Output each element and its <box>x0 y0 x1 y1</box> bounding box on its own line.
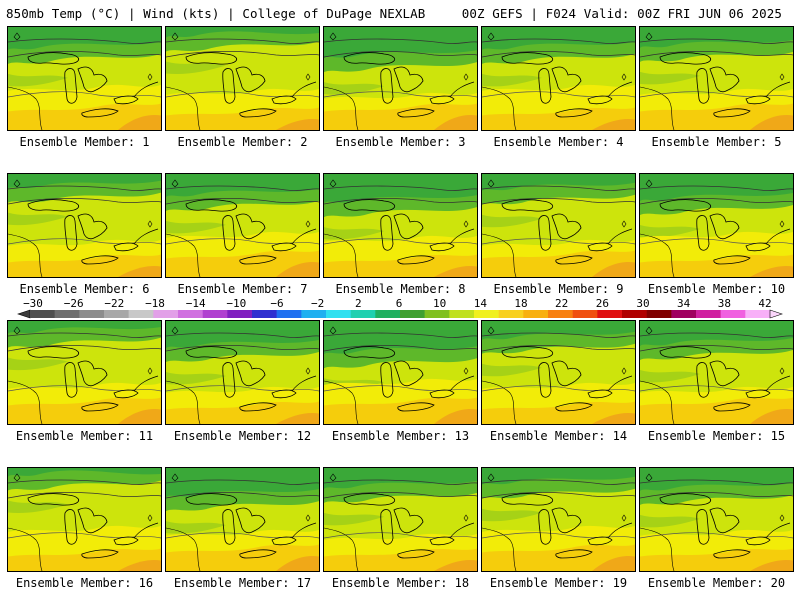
ensemble-member-label: Ensemble Member: 15 <box>647 429 786 443</box>
colorbar-tick-label: −26 <box>63 297 84 310</box>
ensemble-member-label: Ensemble Member: 8 <box>335 282 466 296</box>
ensemble-member-label: Ensemble Member: 4 <box>493 135 624 149</box>
colorbar-tick-label: 10 <box>433 297 447 310</box>
colorbar-bin <box>400 310 425 318</box>
ensemble-member-11-map <box>7 320 162 425</box>
ensemble-member-6-map <box>7 173 162 278</box>
ensemble-member-label: Ensemble Member: 3 <box>335 135 466 149</box>
colorbar-tick-label: 30 <box>636 297 650 310</box>
ensemble-member-12-map <box>165 320 320 425</box>
colorbar-tick-label: 14 <box>473 297 487 310</box>
colorbar-bin <box>30 310 55 318</box>
ensemble-member-label: Ensemble Member: 1 <box>19 135 150 149</box>
colorbar-bin <box>523 310 549 318</box>
ensemble-member-1-map <box>7 26 162 131</box>
ensemble-member-20-map <box>639 467 794 572</box>
ensemble-member-18-map <box>323 467 478 572</box>
colorbar-bin <box>276 310 302 318</box>
colorbar-bin <box>572 310 598 318</box>
ensemble-member-label: Ensemble Member: 10 <box>647 282 786 296</box>
ensemble-member-label: Ensemble Member: 14 <box>489 429 628 443</box>
ensemble-member-label: Ensemble Member: 7 <box>177 282 308 296</box>
ensemble-member-label: Ensemble Member: 16 <box>15 576 154 590</box>
ensemble-member-4-map <box>481 26 636 131</box>
colorbar-bin <box>449 310 475 318</box>
colorbar-tick-label: −10 <box>226 297 247 310</box>
colorbar-tick-label: −2 <box>311 297 325 310</box>
ensemble-member-label: Ensemble Member: 12 <box>173 429 312 443</box>
colorbar-bin <box>252 310 277 318</box>
colorbar-tick-label: 2 <box>355 297 362 310</box>
colorbar-tick-label: 26 <box>595 297 609 310</box>
colorbar-high-arrow <box>769 309 783 319</box>
colorbar-bin <box>128 310 154 318</box>
colorbar-tick-label: −30 <box>23 297 43 310</box>
ensemble-member-17-map <box>165 467 320 572</box>
colorbar-bin <box>720 310 746 318</box>
ensemble-member-5-map <box>639 26 794 131</box>
colorbar-bin <box>375 310 401 318</box>
colorbar-bin <box>498 310 524 318</box>
ensemble-member-label: Ensemble Member: 2 <box>177 135 308 149</box>
colorbar-bin <box>597 310 623 318</box>
colorbar-tick-label: −6 <box>270 297 284 310</box>
ensemble-member-label: Ensemble Member: 6 <box>19 282 150 296</box>
colorbar-bin <box>153 310 179 318</box>
colorbar-bin <box>671 310 697 318</box>
colorbar-bin <box>227 310 253 318</box>
colorbar-tick-label: 42 <box>758 297 772 310</box>
colorbar-tick-label: 38 <box>717 297 731 310</box>
colorbar-bin <box>104 310 129 318</box>
ensemble-member-label: Ensemble Member: 18 <box>331 576 470 590</box>
ensemble-member-label: Ensemble Member: 19 <box>489 576 628 590</box>
ensemble-member-label: Ensemble Member: 11 <box>15 429 154 443</box>
colorbar-tick-label: −22 <box>104 297 125 310</box>
colorbar-bin <box>350 310 376 318</box>
colorbar-bin <box>745 310 771 318</box>
ensemble-member-19-map <box>481 467 636 572</box>
colorbar-tick-label: 22 <box>555 297 569 310</box>
colorbar-bin <box>79 310 105 318</box>
ensemble-member-label: Ensemble Member: 9 <box>493 282 624 296</box>
colorbar-tick-label: 34 <box>677 297 691 310</box>
ensemble-member-2-map <box>165 26 320 131</box>
ensemble-member-label: Ensemble Member: 20 <box>647 576 786 590</box>
ensemble-member-7-map <box>165 173 320 278</box>
colorbar-bin <box>548 310 573 318</box>
colorbar-bin <box>202 310 228 318</box>
run-valid-time: 00Z GEFS | F024 Valid: 00Z FRI JUN 06 20… <box>461 6 782 21</box>
ensemble-member-label: Ensemble Member: 13 <box>331 429 470 443</box>
colorbar-bin <box>178 310 203 318</box>
colorbar-bin <box>54 310 80 318</box>
colorbar-bin <box>646 310 672 318</box>
ensemble-member-13-map <box>323 320 478 425</box>
ensemble-member-8-map <box>323 173 478 278</box>
ensemble-member-label: Ensemble Member: 5 <box>651 135 782 149</box>
colorbar-tick-label: −18 <box>145 297 165 310</box>
ensemble-member-16-map <box>7 467 162 572</box>
ensemble-member-10-map <box>639 173 794 278</box>
ensemble-member-14-map <box>481 320 636 425</box>
ensemble-member-9-map <box>481 173 636 278</box>
colorbar-bin <box>301 310 327 318</box>
colorbar-tick-label: 6 <box>395 297 403 310</box>
ensemble-member-label: Ensemble Member: 17 <box>173 576 312 590</box>
colorbar-bin <box>474 310 499 318</box>
temperature-colorbar <box>17 309 783 319</box>
ensemble-member-15-map <box>639 320 794 425</box>
colorbar-bin <box>622 310 647 318</box>
colorbar-tick-label: −14 <box>185 297 206 310</box>
colorbar-bin <box>424 310 450 318</box>
colorbar-tick-label: 18 <box>514 297 528 310</box>
map-title: 850mb Temp (°C) | Wind (kts) | College o… <box>6 6 426 21</box>
colorbar-bin <box>696 310 721 318</box>
colorbar-bin <box>326 310 351 318</box>
ensemble-member-3-map <box>323 26 478 131</box>
colorbar-low-arrow <box>17 309 31 319</box>
